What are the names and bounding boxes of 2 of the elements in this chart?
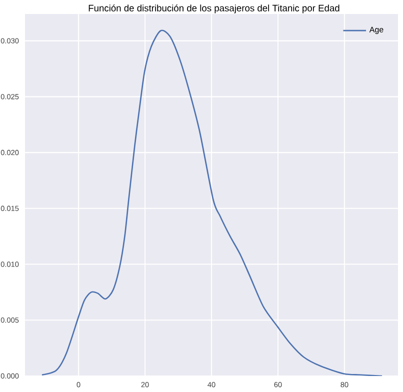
legend-label: Age	[369, 26, 384, 34]
chart-title: Función de distribución de los pasajeros del Titanic por Edad	[88, 4, 340, 14]
